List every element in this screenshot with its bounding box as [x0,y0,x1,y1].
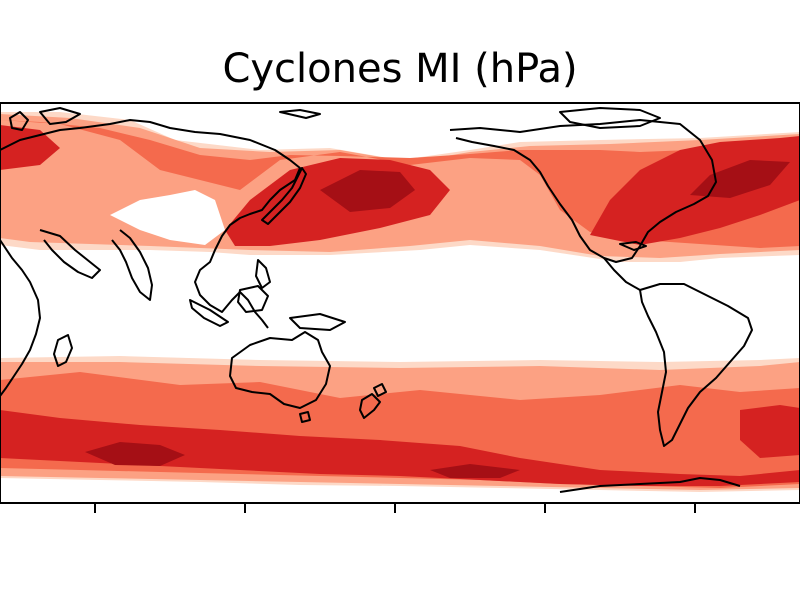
coastline-borneo [237,285,269,313]
coastlines [0,107,753,493]
coastline-antarctica [559,477,741,493]
coastline-newzealand [359,393,381,419]
nh-level-5b [690,160,790,198]
nh-storm-track [0,112,800,262]
coastline-east-africa [0,239,41,397]
x-ticks [94,503,696,513]
coastline-tasmania [299,411,311,423]
coastline-central-america [603,257,641,291]
coastline-newzealand-north [373,383,387,397]
nh-level-4c [0,125,60,170]
map-area [0,107,800,493]
coastline-philippines [255,259,271,289]
coastline-cuba [619,241,647,251]
coastline-arabia [39,229,101,279]
nh-level-5 [320,170,415,212]
coastline-madagascar [53,334,73,367]
figure-title: Cyclones MI (hPa) [222,46,578,92]
coastline-africa-eurasia [0,119,301,329]
sh-storm-track [0,356,800,492]
sh-level-5b [430,464,520,478]
coastline-japan [261,167,307,225]
coastline-australia [229,331,331,409]
coastline-greenland [559,107,661,129]
sh-level-5 [85,442,185,466]
coastline-newguinea [289,313,346,331]
coastline-south-america [639,283,753,447]
sh-level-4b [740,405,800,458]
map-frame [0,102,800,504]
coastline-north-america [449,119,717,263]
coastline-india [111,229,153,301]
nh-no-data-asia [110,190,225,245]
coastline-scandinavia [39,107,81,125]
coastline-arctic-islands [279,109,321,119]
nh-level-3 [0,120,800,248]
sh-level-4 [0,410,800,486]
coastline-sumatra [189,299,229,327]
coastline-uk [9,111,29,131]
